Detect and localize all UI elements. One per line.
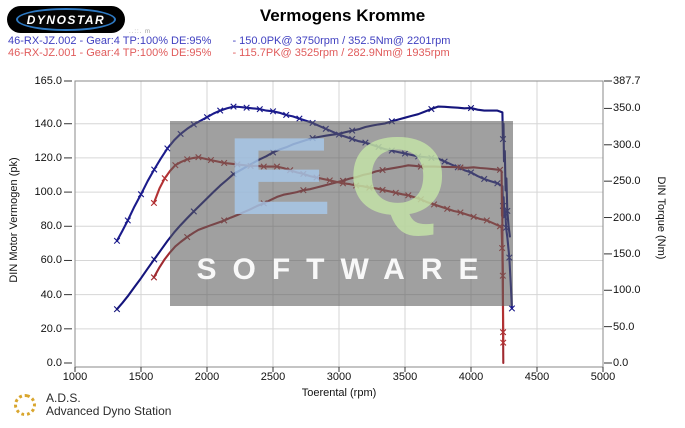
ads-logo-icon — [11, 391, 39, 419]
x-axis-tick-label: 5000 — [590, 371, 616, 383]
x-axis-title: Toerental (rpm) — [301, 387, 377, 399]
y-axis-left-tick-label: 165.0 — [34, 75, 62, 87]
y-axis-left-tick-label: 40.0 — [40, 288, 62, 301]
x-axis-tick-label: 2500 — [260, 371, 286, 383]
ads-abbr: A.D.S. — [46, 391, 81, 405]
legend-run-002: 46-RX-JZ.002 - Gear:4 TP:100% DE:95% - 1… — [8, 36, 450, 47]
logo-subtext: ..::. m — [129, 29, 151, 35]
x-axis-tick-label: 1500 — [128, 371, 154, 383]
y-axis-left-tick-label: 20.0 — [40, 322, 62, 335]
y-axis-right-tick-label: 150.0 — [613, 247, 641, 260]
y-axis-right-tick-label: 100.0 — [613, 284, 641, 297]
watermark-letters: E Q — [224, 122, 448, 249]
dynostar-logo-text: Dynostar — [26, 12, 106, 27]
ads-text: A.D.S. Advanced Dyno Station — [46, 392, 171, 418]
dynostar-logo: Dynostar — [7, 6, 125, 33]
y-axis-left-title: DIN Motor Vermogen (pk) — [8, 157, 20, 283]
y-axis-left-tick-label: 100.0 — [34, 186, 62, 199]
ads-name: Advanced Dyno Station — [46, 404, 172, 418]
legend-run-002-id: 46-RX-JZ.002 - Gear:4 TP:100% DE:95% — [8, 35, 212, 47]
x-axis-tick-label: 3500 — [392, 371, 418, 383]
y-axis-right-title: DIN Torque (Nm) — [655, 176, 667, 260]
x-axis-tick-label: 3000 — [326, 371, 352, 383]
legend: 46-RX-JZ.002 - Gear:4 TP:100% DE:95% - 1… — [8, 36, 450, 60]
legend-run-001-result: - 115.7PK@ 3525rpm / 282.9Nm@ 1935rpm — [232, 47, 450, 59]
eq-software-watermark: E Q SOFTWARE — [170, 121, 513, 306]
y-axis-right-tick-label: 300.0 — [613, 138, 641, 151]
y-axis-left-tick-label: 60.0 — [40, 254, 62, 267]
x-axis-tick-label: 4500 — [524, 371, 550, 383]
y-axis-right-tick-label: 350.0 — [613, 102, 641, 115]
y-axis-left-tick-label: 120.0 — [34, 151, 62, 164]
y-axis-left-tick-label: 0.0 — [46, 357, 62, 369]
ads-footer: A.D.S. Advanced Dyno Station — [11, 391, 171, 419]
y-axis-right-tick-label: 250.0 — [613, 175, 641, 188]
watermark-letter-e: E — [223, 115, 334, 238]
y-axis-right-tick-label: 0.0 — [613, 357, 629, 369]
y-axis-right-tick-label: 50.0 — [613, 320, 635, 333]
x-axis-tick-label: 4000 — [458, 371, 484, 383]
legend-run-002-result: - 150.0PK@ 3750rpm / 352.5Nm@ 2201rpm — [232, 35, 451, 47]
y-axis-right-tick-label: 200.0 — [613, 211, 641, 224]
y-axis-left-tick-label: 80.0 — [40, 220, 62, 233]
y-axis-right-tick-label: 387.7 — [613, 75, 641, 87]
dynostar-logo-oval: Dynostar — [15, 8, 117, 31]
legend-run-001: 46-RX-JZ.001 - Gear:4 TP:100% DE:95% - 1… — [8, 48, 450, 59]
watermark-caption: SOFTWARE — [196, 253, 495, 286]
watermark-letter-q: Q — [348, 115, 448, 238]
legend-run-001-id: 46-RX-JZ.001 - Gear:4 TP:100% DE:95% — [8, 47, 212, 59]
y-axis-left-tick-label: 140.0 — [34, 117, 62, 130]
x-axis-tick-label: 2000 — [194, 371, 220, 383]
x-axis-tick-label: 1000 — [62, 371, 88, 383]
page-title: Vermogens Kromme — [259, 6, 426, 25]
